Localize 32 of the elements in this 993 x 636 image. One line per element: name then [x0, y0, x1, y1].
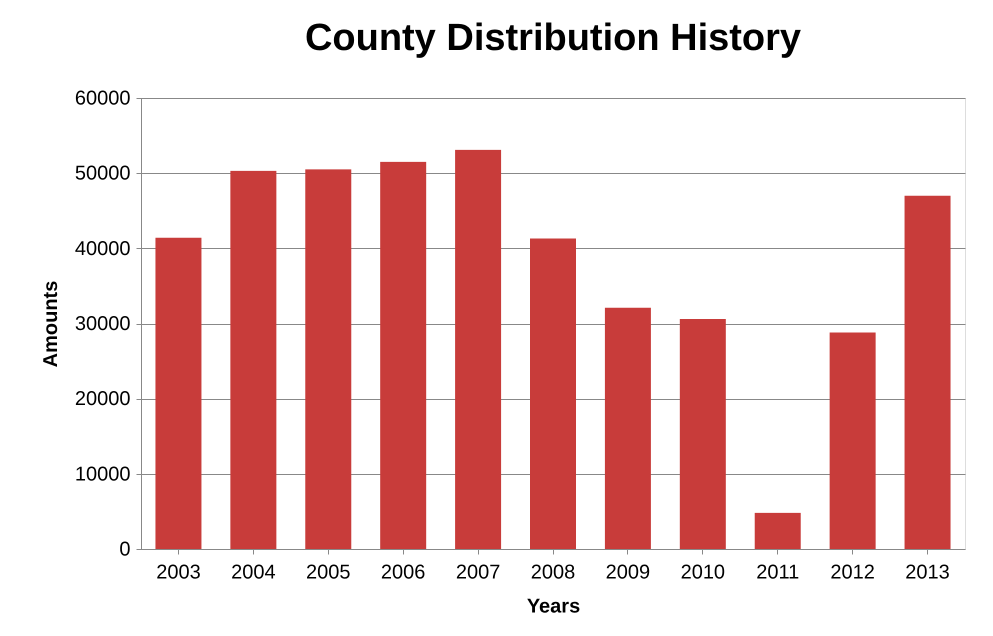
- x-tick-label: 2004: [231, 562, 276, 584]
- y-tick-label: 40000: [74, 238, 130, 260]
- bar: [155, 238, 202, 549]
- x-axis-title: Years: [526, 596, 580, 618]
- x-tick-label: 2011: [756, 562, 800, 584]
- x-tick-label: 2008: [530, 562, 576, 584]
- x-tick-label: 2005: [306, 562, 351, 584]
- bar: [604, 308, 651, 549]
- y-tick-label: 60000: [74, 88, 130, 110]
- bar: [680, 318, 726, 549]
- bar: [455, 150, 502, 549]
- x-tick-label: 2010: [680, 562, 726, 584]
- y-tick-label: 50000: [74, 162, 130, 185]
- x-tick-label: 2007: [456, 562, 500, 584]
- bar: [305, 169, 352, 549]
- bar: [904, 196, 951, 549]
- x-tick-label: 2003: [156, 562, 201, 584]
- bar: [830, 332, 876, 549]
- y-tick-label: 10000: [74, 463, 130, 486]
- y-axis-title: Amounts: [40, 280, 62, 368]
- x-tick-label: 2013: [905, 562, 950, 584]
- bar: [230, 170, 276, 549]
- y-tick-label: 30000: [74, 313, 130, 335]
- y-tick-label: 0: [119, 538, 130, 560]
- x-tick-label: 2006: [380, 562, 426, 584]
- bar: [380, 162, 426, 549]
- x-tick-label: 2012: [830, 562, 875, 584]
- chart-title: County Distribution History: [304, 17, 802, 59]
- bar: [530, 238, 576, 549]
- y-tick-label: 20000: [74, 388, 130, 410]
- bar: [754, 512, 801, 549]
- x-tick-label: 2009: [606, 562, 650, 584]
